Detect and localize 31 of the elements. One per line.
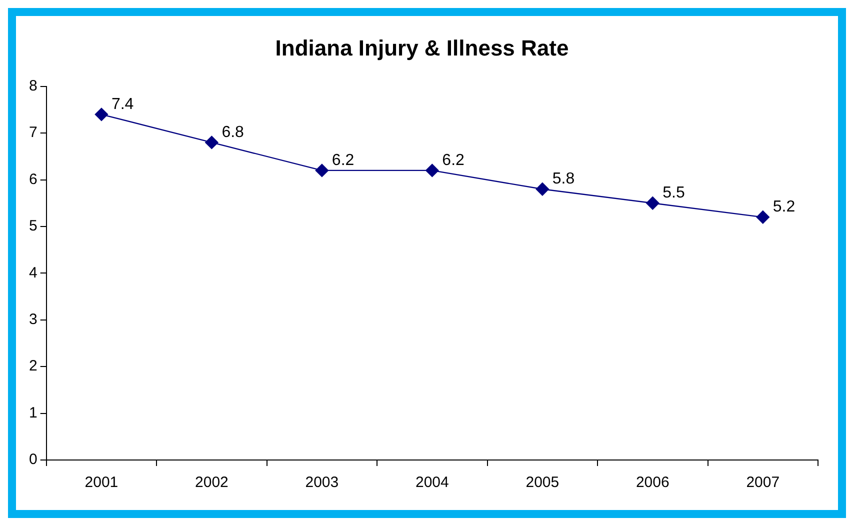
data-label: 5.5 bbox=[662, 184, 685, 202]
y-tick-label: 0 bbox=[29, 451, 38, 468]
y-tick-label: 5 bbox=[29, 218, 38, 235]
data-label: 7.4 bbox=[111, 96, 134, 113]
y-tick-label: 3 bbox=[29, 311, 38, 328]
y-tick-label: 2 bbox=[29, 358, 38, 375]
point bbox=[94, 108, 108, 122]
point bbox=[536, 182, 550, 196]
x-tick-label: 2006 bbox=[636, 474, 670, 492]
y-tick-label: 8 bbox=[29, 78, 38, 95]
data-label: 6.8 bbox=[222, 124, 244, 141]
y-tick-label: 1 bbox=[29, 404, 38, 422]
x-tick-label: 2001 bbox=[84, 474, 118, 492]
y-tick-label: 4 bbox=[29, 264, 38, 282]
x-tick-label: 2007 bbox=[746, 474, 780, 492]
x-tick-label: 2002 bbox=[195, 474, 228, 492]
data-label: 5.2 bbox=[772, 198, 796, 216]
point bbox=[756, 210, 770, 224]
chart-title: Indiana Injury & Illness Rate bbox=[275, 35, 569, 60]
data-label: 6.2 bbox=[442, 152, 465, 169]
point bbox=[205, 136, 218, 150]
y-tick-label: 6 bbox=[29, 170, 38, 188]
data-label: 5.8 bbox=[552, 170, 575, 188]
point bbox=[646, 196, 660, 210]
point bbox=[315, 164, 329, 178]
x-tick-label: 2003 bbox=[305, 474, 339, 492]
data-label: 6.2 bbox=[332, 152, 354, 169]
point bbox=[426, 164, 439, 178]
x-tick-label: 2004 bbox=[415, 474, 449, 492]
x-tick-label: 2005 bbox=[526, 474, 560, 492]
y-tick-label: 7 bbox=[29, 124, 38, 142]
